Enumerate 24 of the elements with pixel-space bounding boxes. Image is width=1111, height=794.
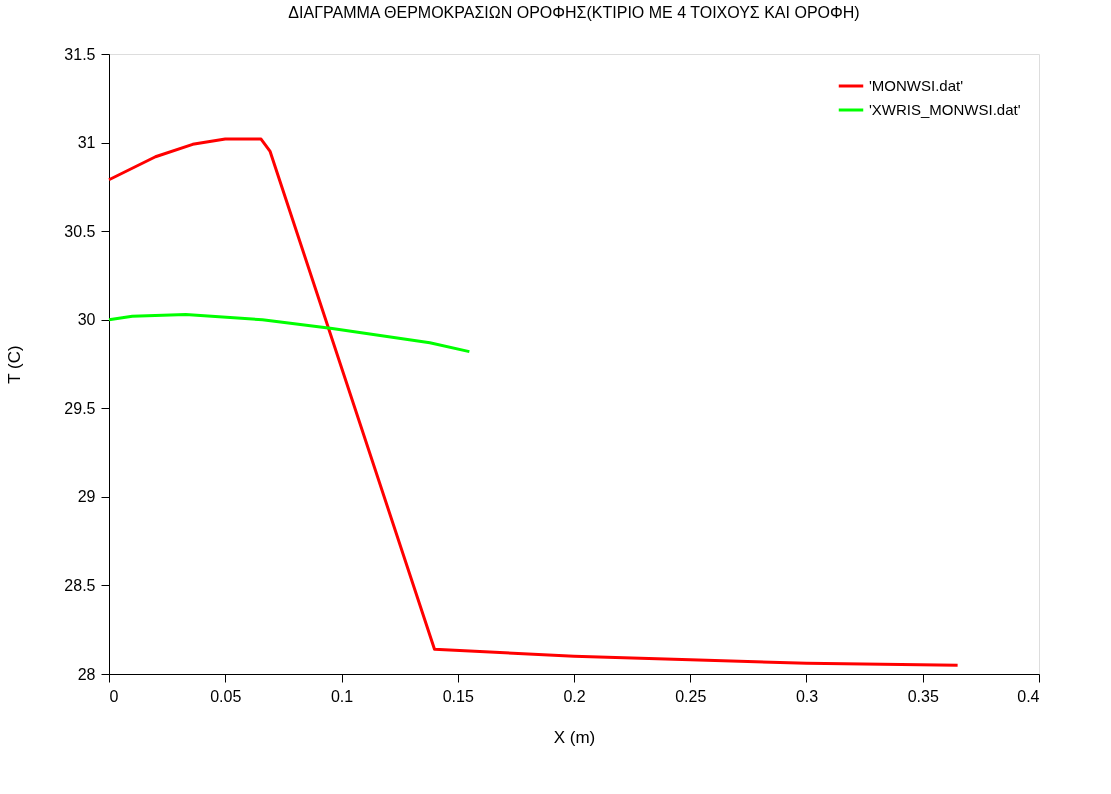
x-tick-label: 0.35 — [907, 687, 939, 705]
x-tick-label: 0.25 — [675, 687, 707, 705]
x-tick-label: 0 — [109, 687, 119, 705]
line-series — [107, 312, 471, 354]
y-tick-label: 29.5 — [64, 399, 96, 417]
chart-title: ΔΙΑΓΡΑΜΜΑ ΘΕΡΜΟΚΡΑΣΙΩΝ ΟΡΟΦΗΣ(ΚΤΙΡΙΟ ΜΕ 4 ΤΟΙΧΟΥΣ ΚΑΙ ΟΡΟΦΗ) — [288, 4, 860, 21]
x-tick-label: 0.4 — [1017, 687, 1040, 705]
x-axis-title: X (m) — [553, 727, 596, 747]
x-tick-label: 0.3 — [795, 687, 819, 705]
x-tick-label: 0.05 — [210, 687, 242, 705]
line-series — [107, 137, 960, 667]
y-tick-label: 30 — [77, 311, 96, 329]
y-tick-label: 28 — [77, 665, 96, 683]
x-tick-label: 0.1 — [330, 687, 354, 705]
y-tick-label: 31 — [77, 134, 96, 152]
y-tick-label: 31.5 — [64, 45, 96, 63]
legend-label: 'XWRIS_MONWSI.dat' — [869, 101, 1021, 118]
y-axis-title: T (C) — [5, 345, 25, 384]
y-tick-label: 30.5 — [64, 222, 96, 240]
x-tick-label: 0.15 — [442, 687, 474, 705]
x-tick-label: 0.2 — [563, 687, 586, 705]
y-tick-label: 29 — [77, 488, 96, 506]
legend-label: 'MONWSI.dat' — [869, 77, 964, 94]
y-tick-label: 28.5 — [64, 576, 96, 594]
